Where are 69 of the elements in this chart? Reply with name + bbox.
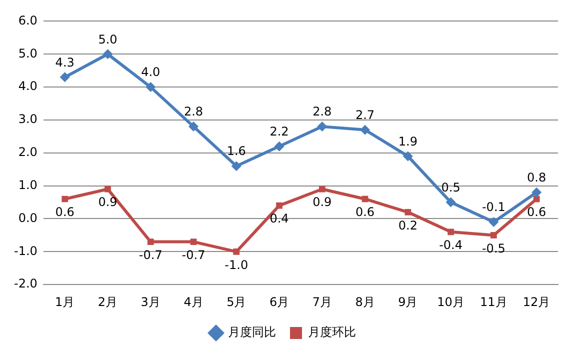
legend-label: 月度环比 [308, 325, 356, 340]
x-tick-label: 8月 [355, 294, 375, 309]
x-tick-label: 9月 [398, 294, 418, 309]
data-label: 0.9 [98, 195, 118, 210]
point [446, 197, 456, 208]
x-tick-label: 4月 [184, 294, 204, 309]
data-label: -0.4 [439, 238, 463, 252]
data-label: -0.7 [138, 248, 162, 262]
point [488, 217, 499, 228]
point [318, 186, 326, 192]
data-label: 4.3 [55, 55, 74, 70]
point [146, 82, 156, 92]
x-tick-label: 11月 [480, 294, 508, 309]
y-tick-label: 0.0 [18, 210, 38, 225]
data-label: 2.8 [184, 104, 204, 119]
point [274, 141, 284, 152]
x-tick-label: 5月 [226, 294, 246, 309]
point [402, 151, 413, 162]
data-label: 1.6 [226, 144, 246, 158]
y-tick-label: 3.0 [18, 112, 38, 126]
data-label: -0.7 [182, 248, 206, 262]
data-label: 1.9 [398, 134, 418, 148]
point [62, 196, 68, 202]
y-tick-label: 2.0 [18, 145, 38, 160]
x-tick-label: 6月 [269, 294, 290, 309]
point [147, 238, 154, 245]
point [233, 248, 240, 255]
data-label: 0.8 [527, 170, 546, 185]
point [532, 187, 542, 198]
data-label: -1.0 [224, 258, 248, 272]
x-tick-label: 2月 [98, 294, 118, 309]
data-label: 0.9 [312, 195, 332, 210]
point [490, 232, 497, 238]
point [317, 122, 328, 132]
data-label: 2.7 [355, 108, 375, 122]
data-label: 0.2 [398, 218, 418, 232]
data-label: 0.6 [355, 205, 375, 220]
x-tick-label: 10月 [437, 294, 464, 309]
y-tick-label: 1.0 [18, 178, 38, 192]
legend-label: 月度同比 [228, 325, 276, 340]
x-tick-label: 12月 [522, 294, 550, 309]
point [360, 124, 370, 135]
x-tick-label: 1月 [55, 294, 75, 309]
x-tick-label: 3月 [140, 294, 160, 309]
data-label: 2.2 [270, 124, 289, 138]
data-label: 4.0 [141, 65, 160, 80]
point [276, 202, 282, 209]
point [448, 228, 454, 236]
data-label: 0.4 [270, 212, 289, 226]
y-tick-label: -2.0 [14, 276, 38, 291]
data-label: 0.5 [441, 180, 460, 194]
y-tick-label: -1.0 [14, 244, 38, 258]
y-tick-label: 4.0 [18, 79, 38, 94]
y-tick-label: 5.0 [18, 46, 38, 60]
point [188, 122, 198, 132]
point [102, 49, 113, 60]
point [231, 161, 242, 172]
data-label: -0.5 [482, 241, 506, 256]
data-label: 0.6 [55, 205, 74, 220]
data-label: 2.8 [312, 104, 332, 119]
y-tick-label: 6.0 [18, 13, 38, 28]
data-label: 0.6 [527, 205, 546, 220]
point [60, 72, 70, 82]
point [190, 238, 197, 245]
point [104, 186, 111, 192]
x-tick-label: 7月 [312, 294, 332, 309]
data-label: 5.0 [98, 32, 118, 46]
data-label: -0.1 [482, 200, 506, 214]
point [404, 208, 412, 216]
